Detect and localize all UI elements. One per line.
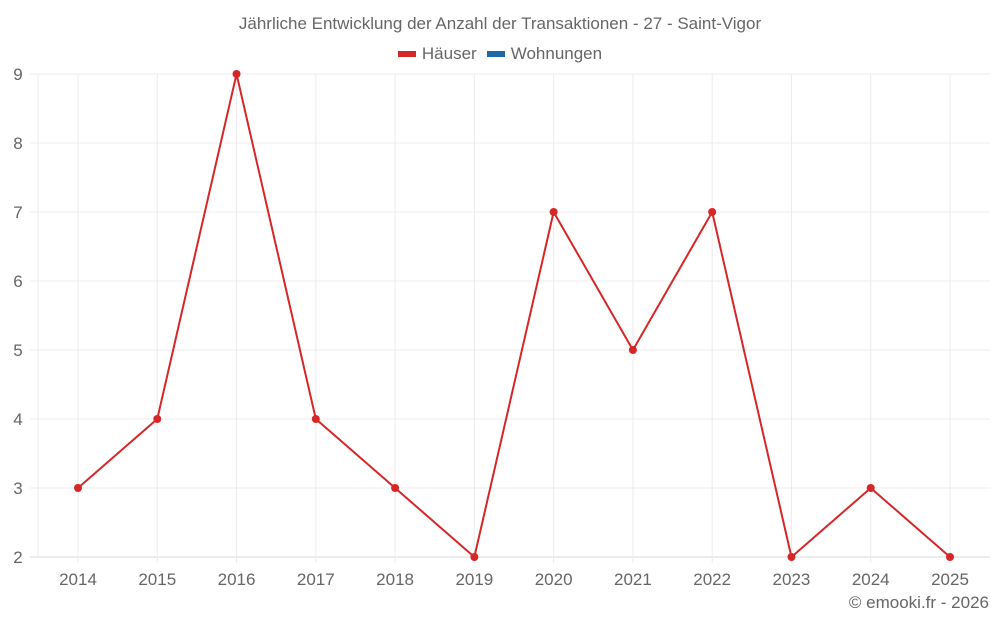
data-point[interactable]	[391, 484, 400, 492]
x-tick-label: 2014	[59, 570, 97, 589]
y-axis: 2 3 4 5 6 7 8 9	[13, 65, 22, 567]
x-tick-label: 2020	[535, 570, 573, 589]
y-tick-label: 8	[13, 134, 22, 153]
y-tick-label: 5	[13, 341, 22, 360]
data-point[interactable]	[946, 553, 954, 561]
x-tick-label: 2019	[455, 570, 493, 589]
y-tick-label: 7	[13, 203, 22, 222]
x-tick-label: 2022	[693, 570, 731, 589]
x-tick-label: 2021	[614, 570, 652, 589]
data-point[interactable]	[470, 553, 479, 561]
x-tick-label: 2016	[218, 570, 256, 589]
y-tick-label: 2	[13, 548, 22, 567]
x-tick-label: 2018	[376, 570, 414, 589]
data-point[interactable]	[866, 484, 875, 492]
legend-swatch-wohnungen	[486, 51, 505, 57]
x-tick-label: 2017	[297, 570, 335, 589]
y-tick-label: 6	[13, 272, 22, 291]
x-tick-label: 2025	[931, 570, 969, 589]
series-haeuser	[74, 70, 954, 561]
legend-item-haeuser[interactable]: Häuser	[397, 44, 477, 64]
data-point[interactable]	[311, 415, 320, 423]
legend: Häuser Wohnungen	[0, 44, 1000, 64]
legend-swatch-haeuser	[397, 51, 416, 57]
data-point[interactable]	[74, 484, 82, 492]
data-point[interactable]	[628, 346, 637, 354]
legend-label-haeuser: Häuser	[421, 44, 477, 63]
legend-label-wohnungen: Wohnungen	[510, 44, 603, 63]
legend-item-wohnungen[interactable]: Wohnungen	[486, 44, 603, 64]
data-point[interactable]	[708, 208, 717, 216]
x-tick-label: 2024	[852, 570, 890, 589]
credit-text: © emooki.fr - 2026	[848, 593, 989, 612]
data-point[interactable]	[549, 208, 558, 216]
chart-title: Jährliche Entwicklung der Anzahl der Tra…	[238, 14, 762, 33]
data-point[interactable]	[787, 553, 796, 561]
data-point[interactable]	[153, 415, 162, 423]
x-tick-label: 2015	[138, 570, 176, 589]
x-axis: 2014 2015 2016 2017 2018 2019 2020 2021 2022 2023…	[59, 570, 969, 589]
data-point[interactable]	[232, 70, 241, 78]
x-tick-label: 2023	[773, 570, 811, 589]
gridlines	[30, 73, 990, 563]
y-tick-label: 3	[13, 479, 22, 498]
y-tick-label: 4	[13, 410, 22, 429]
y-tick-label: 9	[13, 65, 22, 84]
